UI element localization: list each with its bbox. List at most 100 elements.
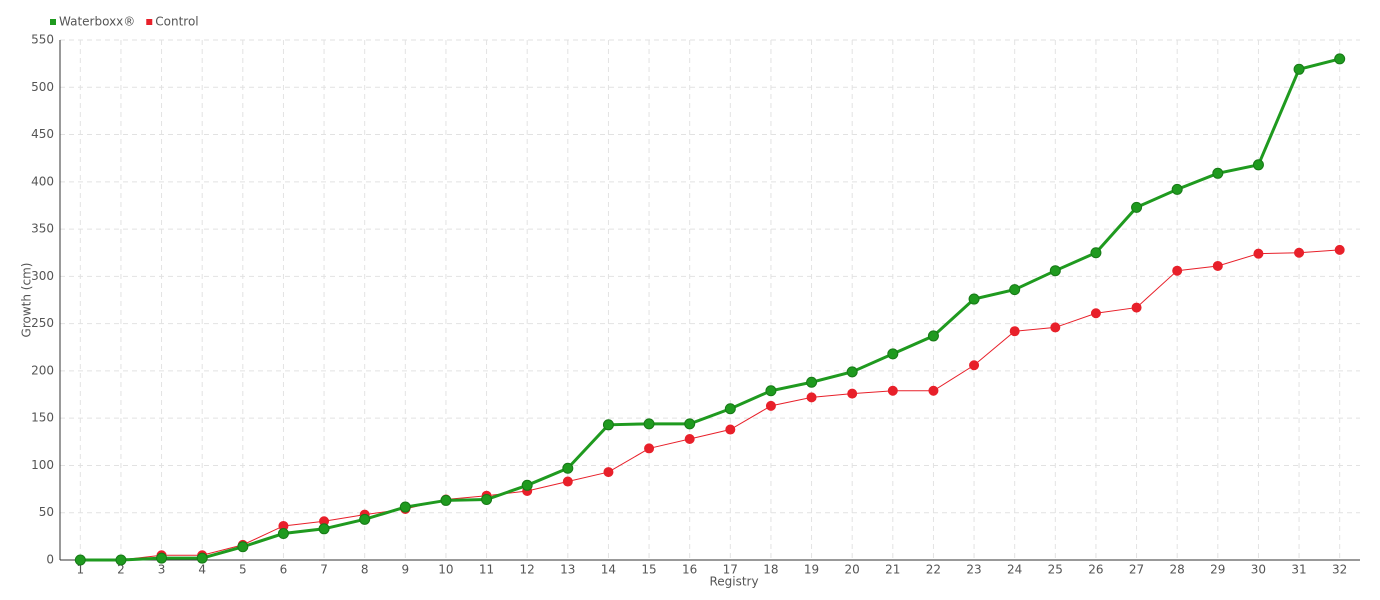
x-tick-label: 20 bbox=[845, 563, 860, 577]
y-tick-label: 450 bbox=[31, 127, 54, 141]
data-point bbox=[887, 385, 898, 396]
data-point bbox=[1050, 322, 1061, 333]
data-point bbox=[1049, 265, 1061, 277]
data-point bbox=[968, 293, 980, 305]
legend-label: Control bbox=[155, 15, 198, 29]
data-point bbox=[1293, 63, 1305, 75]
x-tick-label: 13 bbox=[560, 563, 575, 577]
x-tick-label: 31 bbox=[1291, 563, 1306, 577]
x-tick-label: 1 bbox=[76, 563, 84, 577]
x-tick-label: 3 bbox=[158, 563, 166, 577]
x-tick-label: 22 bbox=[926, 563, 941, 577]
data-point bbox=[684, 433, 695, 444]
y-tick-label: 350 bbox=[31, 222, 54, 236]
x-tick-label: 9 bbox=[401, 563, 409, 577]
data-point bbox=[724, 403, 736, 415]
y-tick-label: 100 bbox=[31, 458, 54, 472]
data-point bbox=[927, 330, 939, 342]
data-point bbox=[440, 494, 452, 506]
data-point bbox=[1294, 247, 1305, 258]
data-point bbox=[399, 501, 411, 513]
x-tick-label: 16 bbox=[682, 563, 697, 577]
data-point bbox=[1212, 260, 1223, 271]
y-tick-label: 300 bbox=[31, 269, 54, 283]
x-tick-label: 7 bbox=[320, 563, 328, 577]
data-point bbox=[765, 385, 777, 397]
data-point bbox=[806, 392, 817, 403]
x-tick-label: 18 bbox=[763, 563, 778, 577]
data-point bbox=[1171, 183, 1183, 195]
x-tick-label: 23 bbox=[966, 563, 981, 577]
x-tick-label: 30 bbox=[1251, 563, 1266, 577]
data-point bbox=[847, 388, 858, 399]
data-point bbox=[1252, 159, 1264, 171]
x-tick-label: 27 bbox=[1129, 563, 1144, 577]
data-point bbox=[602, 419, 614, 431]
data-point bbox=[806, 376, 818, 388]
y-tick-label: 550 bbox=[31, 33, 54, 47]
x-tick-label: 5 bbox=[239, 563, 247, 577]
data-point bbox=[1334, 53, 1346, 65]
data-point bbox=[643, 418, 655, 430]
x-tick-label: 10 bbox=[438, 563, 453, 577]
data-point bbox=[74, 554, 86, 566]
data-point bbox=[1090, 308, 1101, 319]
data-point bbox=[481, 493, 493, 505]
legend-swatch bbox=[146, 19, 153, 25]
data-point bbox=[562, 476, 573, 487]
data-point bbox=[277, 528, 289, 540]
data-point bbox=[644, 443, 655, 454]
y-tick-label: 0 bbox=[46, 553, 54, 567]
x-tick-label: 12 bbox=[520, 563, 535, 577]
x-tick-label: 19 bbox=[804, 563, 819, 577]
y-tick-label: 250 bbox=[31, 316, 54, 330]
data-point bbox=[562, 462, 574, 474]
x-tick-label: 15 bbox=[641, 563, 656, 577]
x-tick-label: 6 bbox=[280, 563, 288, 577]
data-point bbox=[765, 400, 776, 411]
data-point bbox=[1131, 302, 1142, 313]
data-point bbox=[1212, 167, 1224, 179]
y-tick-label: 50 bbox=[39, 505, 54, 519]
data-point bbox=[196, 552, 208, 564]
data-point bbox=[725, 424, 736, 435]
data-point bbox=[1131, 201, 1143, 213]
data-point bbox=[1253, 248, 1264, 259]
data-point bbox=[318, 523, 330, 535]
legend-label: Waterboxx® bbox=[59, 15, 135, 29]
data-point bbox=[1334, 244, 1345, 255]
y-tick-label: 200 bbox=[31, 363, 54, 377]
data-point bbox=[1172, 265, 1183, 276]
series-line bbox=[80, 249, 1340, 561]
data-point bbox=[928, 385, 939, 396]
data-point bbox=[846, 366, 858, 378]
y-tick-label: 400 bbox=[31, 174, 54, 188]
y-axis-label: Growth (cm) bbox=[20, 263, 34, 338]
data-point bbox=[684, 418, 696, 430]
data-point bbox=[969, 360, 980, 371]
data-point bbox=[115, 554, 127, 566]
data-point bbox=[603, 467, 614, 478]
x-tick-label: 25 bbox=[1048, 563, 1063, 577]
data-point bbox=[1009, 326, 1020, 337]
data-point bbox=[1009, 284, 1021, 296]
x-tick-label: 28 bbox=[1170, 563, 1185, 577]
data-point bbox=[521, 479, 533, 491]
data-point bbox=[237, 541, 249, 553]
x-tick-label: 26 bbox=[1088, 563, 1103, 577]
y-tick-label: 500 bbox=[31, 80, 54, 94]
x-axis-label: Registry bbox=[709, 575, 758, 589]
data-point bbox=[887, 348, 899, 360]
data-point bbox=[1090, 247, 1102, 259]
x-tick-label: 11 bbox=[479, 563, 494, 577]
y-tick-label: 150 bbox=[31, 411, 54, 425]
x-tick-label: 24 bbox=[1007, 563, 1022, 577]
series-line bbox=[80, 57, 1341, 562]
x-tick-label: 4 bbox=[198, 563, 206, 577]
x-tick-label: 29 bbox=[1210, 563, 1225, 577]
x-tick-label: 2 bbox=[117, 563, 125, 577]
x-tick-label: 14 bbox=[601, 563, 616, 577]
data-point bbox=[156, 552, 168, 564]
x-tick-label: 17 bbox=[723, 563, 738, 577]
